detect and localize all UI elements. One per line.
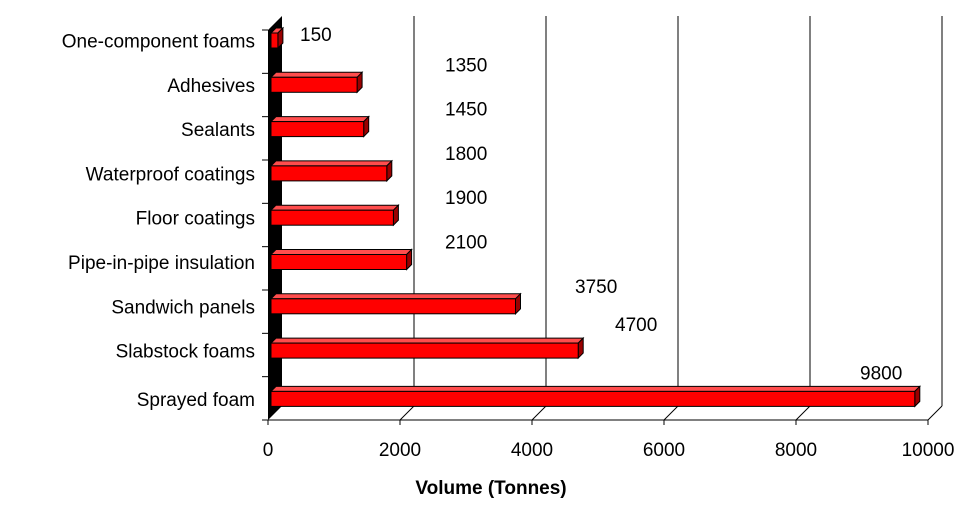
data-label: 2100 bbox=[445, 233, 487, 254]
floor-gridline bbox=[927, 405, 943, 421]
bar bbox=[269, 159, 394, 183]
bar-front bbox=[270, 76, 358, 93]
bar-top bbox=[269, 160, 394, 167]
category-label: Pipe-in-pipe insulation bbox=[68, 253, 255, 274]
category-label: Sandwich panels bbox=[111, 297, 255, 318]
data-label: 9800 bbox=[860, 363, 902, 384]
bar-front bbox=[270, 390, 916, 407]
floor-gridline bbox=[795, 405, 811, 421]
bar bbox=[269, 115, 370, 138]
category-label: Adhesives bbox=[167, 76, 255, 97]
category-label: Sprayed foam bbox=[137, 390, 255, 411]
bar-front bbox=[270, 121, 365, 138]
bar bbox=[269, 203, 400, 227]
data-label: 4700 bbox=[615, 315, 657, 336]
bar bbox=[269, 71, 364, 94]
data-label: 1350 bbox=[445, 55, 487, 76]
x-tick-label: 0 bbox=[263, 440, 274, 461]
bar-top bbox=[269, 337, 585, 344]
x-tick-label: 6000 bbox=[643, 440, 685, 461]
x-tick-label: 4000 bbox=[511, 440, 553, 461]
data-labels: 150 1350 1450 1800 1900 2100 3750 4700 9800 bbox=[300, 25, 902, 384]
x-tick-label: 10000 bbox=[902, 440, 955, 461]
bar-front bbox=[270, 32, 279, 49]
category-label: One-component foams bbox=[62, 32, 255, 53]
bar-top bbox=[269, 116, 370, 123]
data-label: 1900 bbox=[445, 188, 487, 209]
bar-top bbox=[269, 385, 922, 392]
x-axis-ticks: 0 2000 4000 6000 8000 10000 bbox=[263, 420, 955, 461]
x-tick-label: 8000 bbox=[775, 440, 817, 461]
category-label: Waterproof coatings bbox=[86, 164, 255, 185]
floor-gridline bbox=[399, 405, 415, 421]
bar-top bbox=[269, 204, 400, 211]
x-tick-label: 2000 bbox=[379, 440, 421, 461]
bar bbox=[269, 292, 522, 316]
bar bbox=[269, 248, 413, 271]
bar-top bbox=[269, 249, 413, 255]
bar bbox=[269, 26, 285, 50]
gridlines bbox=[399, 16, 943, 421]
bar-front bbox=[270, 298, 516, 315]
bar-front bbox=[270, 165, 388, 182]
floor-gridline bbox=[663, 405, 679, 421]
floor-gridline bbox=[531, 405, 547, 421]
x-axis-label: Volume (Tonnes) bbox=[415, 478, 566, 499]
bar bbox=[269, 385, 922, 408]
bar-front bbox=[270, 209, 394, 226]
bar bbox=[269, 336, 585, 360]
data-label: 150 bbox=[300, 25, 332, 46]
category-labels: One-component foams Adhesives Sealants Wate… bbox=[62, 32, 255, 411]
category-label: Floor coatings bbox=[136, 209, 255, 230]
data-label: 1450 bbox=[445, 100, 487, 121]
category-label: Sealants bbox=[181, 120, 255, 141]
bar-front bbox=[270, 254, 408, 270]
data-label: 3750 bbox=[575, 277, 617, 298]
data-label: 1800 bbox=[445, 144, 487, 165]
bars bbox=[269, 26, 922, 408]
bar-front bbox=[270, 342, 579, 359]
bar-top bbox=[269, 293, 522, 300]
category-label: Slabstock foams bbox=[116, 342, 255, 363]
bar-top bbox=[269, 71, 364, 78]
